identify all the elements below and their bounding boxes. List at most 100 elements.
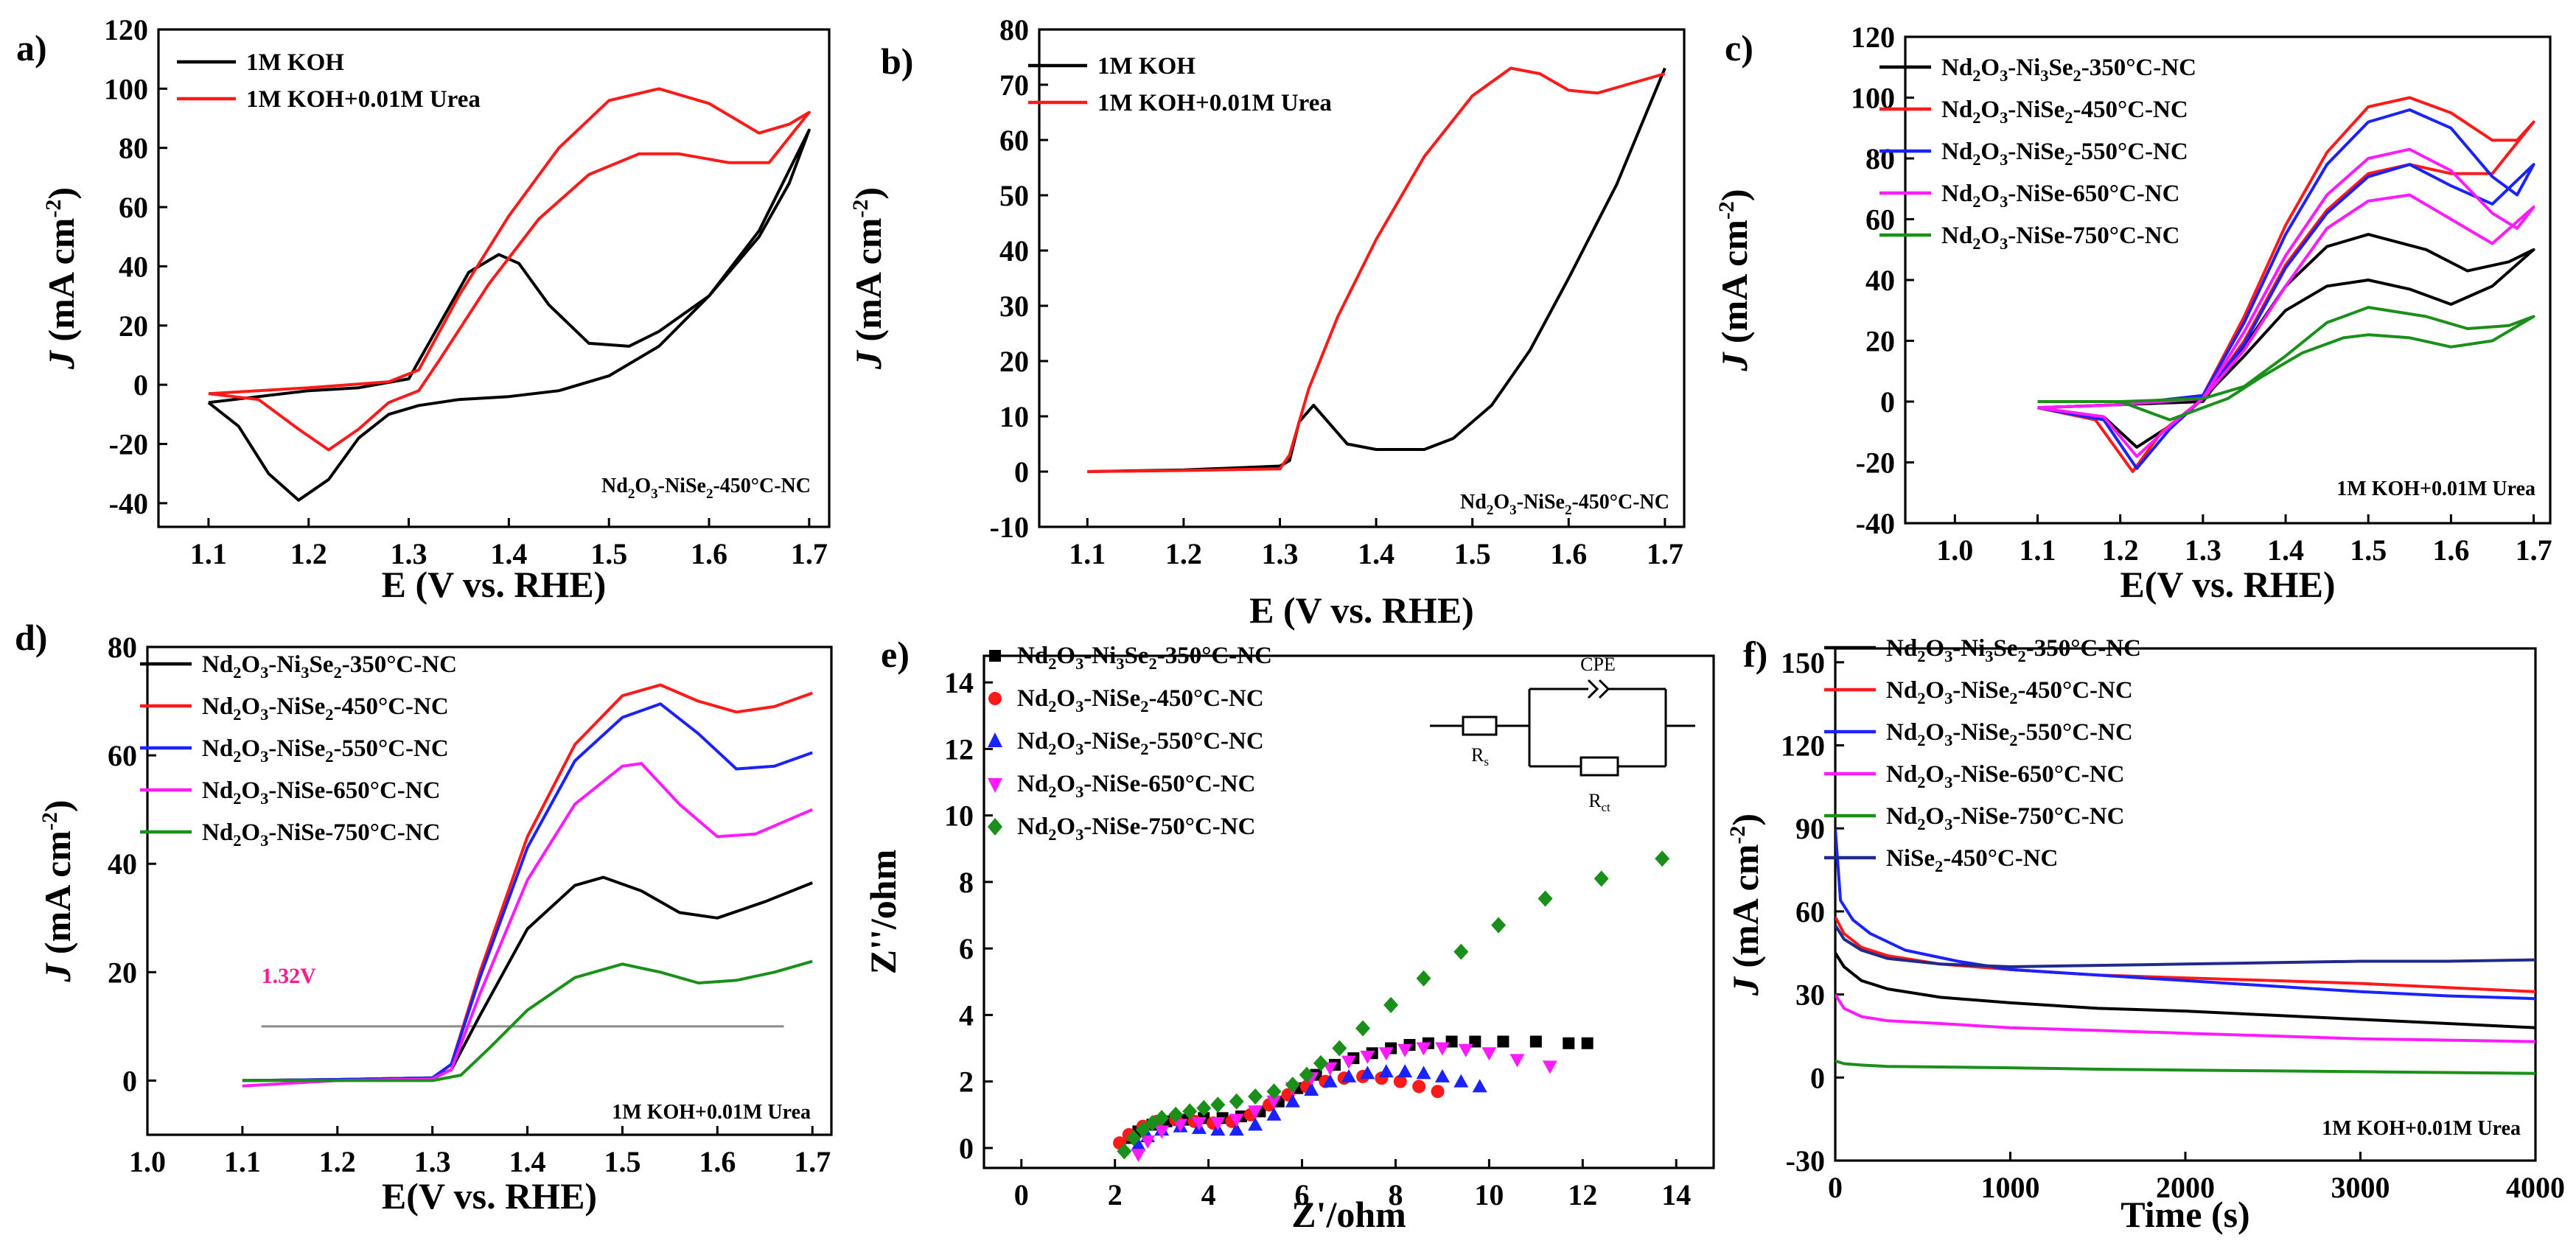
x-axis-title: Z'/ohm xyxy=(1291,1194,1406,1235)
data-point xyxy=(1229,1093,1244,1110)
data-point xyxy=(1131,1137,1146,1151)
y-tick-label: 12 xyxy=(944,732,974,766)
x-tick-label: 1.2 xyxy=(2102,533,2139,567)
data-point xyxy=(1341,1055,1356,1069)
x-tick-label: 1.6 xyxy=(691,537,727,570)
x-tick-label: 1.7 xyxy=(794,1145,831,1178)
legend-label: Nd2​O3​-NiSe2​-450°C-NC xyxy=(1886,677,2133,707)
legend-label: Nd2​O3​-NiSe-750°C-NC xyxy=(1017,814,1255,844)
legend-label: 1M KOH xyxy=(246,49,344,76)
y-tick-label: 6 xyxy=(959,932,974,965)
x-axis-title: E (V vs. RHE) xyxy=(382,564,607,605)
x-tick-label: 1.0 xyxy=(1936,533,1973,567)
data-point xyxy=(1210,1096,1226,1113)
data-point xyxy=(1542,1060,1557,1074)
data-point xyxy=(1266,1083,1282,1100)
data-point xyxy=(1378,1064,1394,1078)
y-tick-label: 120 xyxy=(1781,729,1825,762)
legend-label: Nd2​O3​-NiSe-750°C-NC xyxy=(202,819,440,850)
cpe-element xyxy=(1587,679,1610,699)
data-point xyxy=(1332,1040,1347,1057)
legend-label: Nd2​O3​-Ni3​Se2​-350°C-NC xyxy=(1017,643,1272,673)
y-tick-label: 20 xyxy=(999,345,1029,378)
x-tick-label: 14 xyxy=(1661,1178,1691,1211)
series-1m-koh-0-01m-urea xyxy=(208,87,811,452)
legend-label: Nd2​O3​-Ni3​Se2​-350°C-NC xyxy=(1941,55,2196,85)
x-tick-label: 1.7 xyxy=(2516,533,2552,567)
panel-d: 1.0 1.1 1.2 1.3 1.4 1.5 1.6 1.7 0 20 40 60 80 E(V vs.… xyxy=(15,617,833,1217)
data-point xyxy=(1378,1047,1394,1061)
y-tick-label: 80 xyxy=(1865,142,1895,175)
legend-marker xyxy=(988,692,1002,705)
y-tick-label: 40 xyxy=(119,250,148,283)
onset-voltage-label: 1.32V xyxy=(262,964,317,988)
plot-frame xyxy=(157,28,831,528)
y-tick-label: 50 xyxy=(999,179,1029,212)
legend-label: Nd2​O3​-NiSe2​-550°C-NC xyxy=(1941,139,2188,169)
panel-b: 1.1 1.2 1.3 1.4 1.5 1.6 1.7 -10 0 10 20 30 40 50 60 70 8… xyxy=(848,13,1686,631)
data-point xyxy=(1594,870,1609,887)
x-tick-label: 1.2 xyxy=(290,537,327,570)
series-nd2o3-nise2-550-c-nc xyxy=(1835,828,2535,1001)
y-tick-label: -30 xyxy=(1786,1144,1825,1178)
series-1m-koh xyxy=(207,128,811,502)
y-axis-title: J (mA cm-2) xyxy=(41,187,82,370)
series-nd2o3-nise-750-c-nc xyxy=(2037,306,2535,421)
y-tick-label: 100 xyxy=(104,72,148,105)
y-tick-label: 70 xyxy=(999,69,1029,102)
series-nd2o3-nise-650-c-nc xyxy=(2037,147,2535,458)
x-tick-label: 1.0 xyxy=(129,1145,166,1178)
series-nd2o3-nise-750-c-nc xyxy=(242,959,813,1082)
x-tick-label: 1.5 xyxy=(604,1145,640,1178)
panel-c: 1.0 1.1 1.2 1.3 1.4 1.5 1.6 1.7 -40 -20 0 20 40 60 80 1… xyxy=(1714,21,2552,605)
series-1m-koh xyxy=(1087,67,1666,473)
y-tick-label: 60 xyxy=(1865,203,1895,237)
y-tick-label: 0 xyxy=(1014,455,1029,489)
y-tick-label: 0 xyxy=(133,368,148,402)
data-point xyxy=(1360,1066,1375,1080)
legend-label: NiSe2​-450°C-NC xyxy=(1886,845,2058,875)
data-point xyxy=(1313,1054,1328,1071)
data-point xyxy=(1655,850,1670,867)
legend-marker xyxy=(988,732,1002,747)
data-point xyxy=(1434,1068,1450,1082)
data-layer xyxy=(2037,96,2535,473)
x-tick-label: 4 xyxy=(1201,1178,1216,1211)
data-point xyxy=(1360,1050,1375,1064)
x-axis-title: Time (s) xyxy=(2121,1194,2249,1235)
legend-marker xyxy=(988,818,1002,836)
data-point xyxy=(1416,970,1431,987)
data-point xyxy=(1117,1143,1132,1160)
y-tick-label: 0 xyxy=(122,1064,137,1097)
series-nd2o3-nise-750-c-nc xyxy=(1835,1059,2535,1075)
legend-label: Nd2​O3​-NiSe-650°C-NC xyxy=(1017,771,1255,801)
rs-label: Rs xyxy=(1471,744,1489,769)
x-tick-label: 1.5 xyxy=(2350,533,2387,567)
data-layer xyxy=(242,683,813,1088)
data-point xyxy=(1529,1035,1542,1048)
data-point xyxy=(1537,890,1553,907)
y-axis-title: J (mA cm-2) xyxy=(1714,189,1755,371)
y-tick-label: 150 xyxy=(1781,646,1825,679)
legend-marker xyxy=(989,650,1001,662)
y-tick-label: 20 xyxy=(108,956,137,989)
y-axis-title: J (mA cm-2) xyxy=(37,800,78,982)
data-layer xyxy=(1835,828,2535,1075)
data-point xyxy=(1229,1113,1244,1127)
x-tick-label: 12 xyxy=(1568,1178,1597,1211)
legend-label: 1M KOH+0.01M Urea xyxy=(246,86,481,113)
data-point xyxy=(1481,1047,1497,1061)
x-tick-label: 0 xyxy=(1828,1171,1843,1204)
legend-label: Nd2​O3​-NiSe2​-550°C-NC xyxy=(202,735,449,766)
y-tick-label: 10 xyxy=(999,400,1029,433)
data-point xyxy=(1266,1095,1282,1109)
legend: Nd2​O3​-Ni3​Se2​-350°C-NC Nd2​O3​-NiSe2​-… xyxy=(140,651,457,850)
legend-label: Nd2​O3​-NiSe-750°C-NC xyxy=(1941,223,2179,253)
x-axis-title: E (V vs. RHE) xyxy=(1249,589,1474,631)
series-nd2o3-ni3se2-350-c-nc xyxy=(1835,952,2535,1029)
data-point xyxy=(1412,1080,1426,1094)
x-axis-title: E(V vs. RHE) xyxy=(2120,564,2335,605)
legend-label: 1M KOH xyxy=(1097,53,1195,80)
